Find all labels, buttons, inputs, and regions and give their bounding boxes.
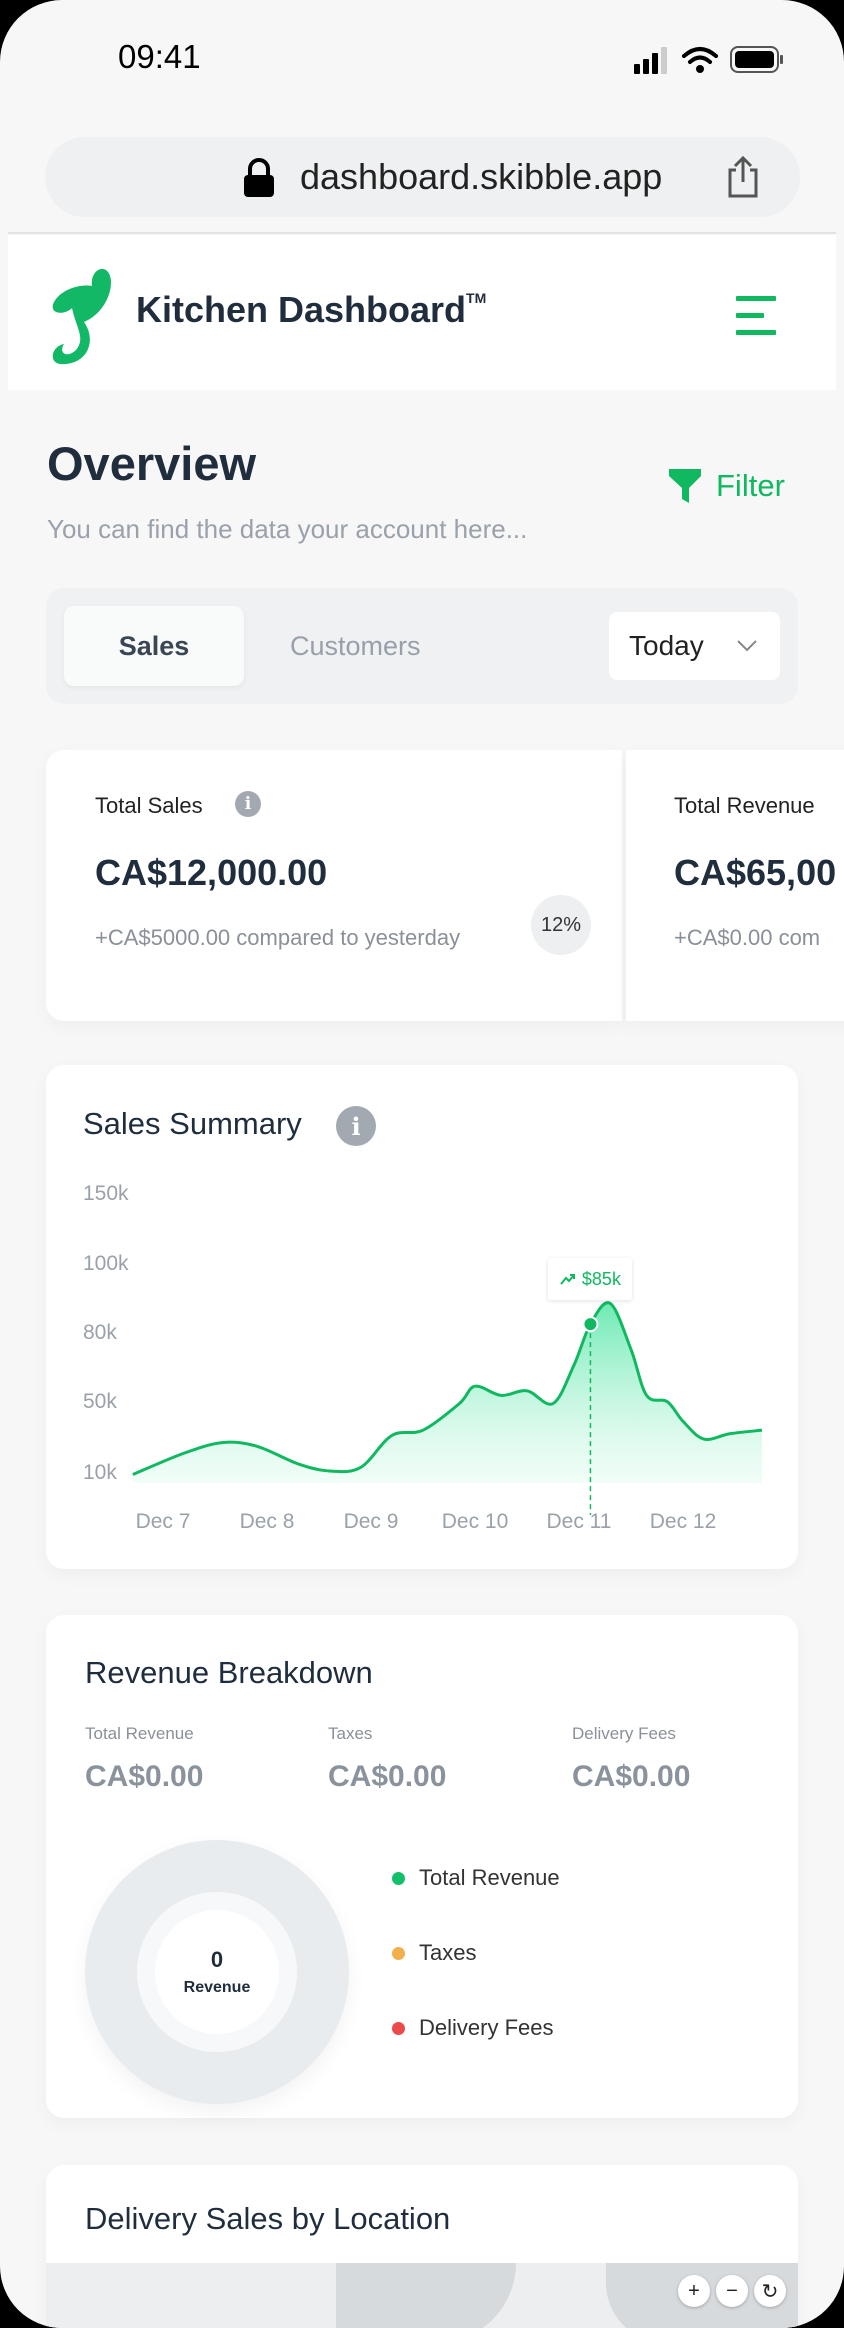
revenue-breakdown-card: Revenue Breakdown Total Revenue CA$0.00 … (46, 1615, 798, 2118)
url-text[interactable]: dashboard.skibble.app (300, 156, 663, 197)
legend-dot (392, 1871, 405, 1885)
metric-value: CA$0.00 (85, 1760, 204, 1793)
share-icon[interactable] (726, 156, 760, 198)
location-map[interactable]: + − ↻ (46, 2263, 798, 2328)
funnel-icon (669, 469, 701, 503)
x-tick-label: Dec 11 (547, 1510, 612, 1533)
tab-bar: Sales Customers Today (46, 588, 798, 704)
donut-center: 0 Revenue (155, 1910, 279, 2034)
tab-customers[interactable]: Customers (290, 630, 421, 661)
card-title: Sales Summary (83, 1106, 302, 1141)
stat-label: Total Sales (95, 793, 203, 818)
tooltip-value: $85k (581, 1268, 621, 1289)
reset-map-button[interactable]: ↻ (754, 2275, 786, 2307)
period-value: Today (629, 630, 704, 661)
y-tick-label: 100k (83, 1252, 129, 1275)
stat-card-total-revenue: Total Revenue CA$65,00 +CA$0.00 com (626, 750, 844, 1021)
card-title: Revenue Breakdown (85, 1655, 373, 1690)
x-tick-label: Dec 7 (136, 1510, 191, 1533)
skibble-logo-icon (52, 268, 111, 365)
tab-sales[interactable]: Sales (64, 606, 244, 686)
legend-dot (392, 1946, 405, 1960)
app-title-text: Kitchen Dashboard (136, 289, 467, 330)
page-subtitle: You can find the data your account here.… (47, 514, 528, 544)
metric-value: CA$0.00 (328, 1760, 447, 1793)
donut-label: Revenue (183, 1979, 251, 1996)
stat-value: CA$12,000.00 (95, 852, 328, 893)
status-time: 09:41 (118, 38, 201, 75)
stat-label: Total Revenue (674, 793, 815, 818)
area-fill (132, 1302, 763, 1483)
legend-item: Total Revenue (392, 1865, 560, 1891)
filter-label: Filter (716, 468, 785, 503)
filter-button[interactable]: Filter (668, 468, 785, 504)
trending-up-icon (560, 1274, 575, 1285)
wifi-icon (682, 47, 718, 64)
highlight-point (582, 1316, 599, 1333)
page-title: Overview (47, 437, 257, 490)
chart-tooltip: $85k (548, 1258, 633, 1301)
address-bar[interactable] (45, 137, 800, 217)
legend-dot (392, 2021, 405, 2035)
stat-comparison: +CA$5000.00 compared to yesterday (95, 925, 461, 950)
stat-comparison: +CA$0.00 com (674, 925, 821, 950)
sales-area-chart: 10k 50k 80k 100k 150k Dec 7 Dec 8 Dec 9 Dec 10 De… (83, 1182, 763, 1533)
stat-card-total-sales: Total Sales i CA$12,000.00 +CA$5000.00 c… (46, 750, 622, 1021)
app-header (8, 235, 836, 390)
app-title: Kitchen DashboardTM (136, 289, 486, 331)
percent-badge: 12% (531, 895, 591, 955)
divider (8, 232, 836, 234)
x-tick-label: Dec 9 (344, 1510, 399, 1533)
x-tick-label: Dec 12 (650, 1510, 717, 1533)
zoom-out-button[interactable]: − (716, 2275, 748, 2307)
hamburger-menu-icon[interactable] (736, 296, 780, 336)
legend-label: Delivery Fees (419, 2015, 554, 2040)
y-tick-label: 50k (83, 1390, 117, 1413)
metric-label: Taxes (328, 1724, 373, 1743)
metric-value: CA$0.00 (572, 1760, 691, 1793)
x-tick-label: Dec 8 (240, 1510, 295, 1533)
chevron-down-icon (737, 640, 757, 652)
series-line (132, 1301, 763, 1476)
period-select[interactable]: Today (609, 612, 780, 680)
stat-value: CA$65,00 (674, 852, 837, 893)
map-water (336, 2263, 516, 2328)
sales-summary-card: Sales Summary i 10k 50k 80k 100k 150k Dec 7 De… (46, 1065, 798, 1569)
lock-icon (244, 158, 274, 197)
metric-label: Delivery Fees (572, 1724, 676, 1743)
y-tick-label: 150k (83, 1182, 129, 1205)
zoom-in-button[interactable]: + (678, 2275, 710, 2307)
x-tick-label: Dec 10 (442, 1510, 509, 1533)
legend-item: Taxes (392, 1940, 476, 1966)
legend-label: Taxes (419, 1940, 477, 1965)
legend-label: Total Revenue (419, 1865, 560, 1890)
metric-label: Total Revenue (85, 1724, 194, 1743)
donut-value: 0 (210, 1947, 224, 1972)
battery-icon (730, 46, 783, 73)
y-tick-label: 80k (83, 1321, 117, 1344)
trademark: TM (466, 290, 487, 306)
cellular-signal-icon (634, 47, 667, 74)
card-title: Delivery Sales by Location (85, 2201, 451, 2236)
info-icon[interactable]: i (336, 1106, 376, 1146)
legend-item: Delivery Fees (392, 2015, 553, 2041)
y-tick-label: 10k (83, 1461, 117, 1484)
status-icons (634, 46, 783, 74)
info-icon[interactable]: i (235, 791, 261, 817)
wifi-dot (696, 65, 704, 73)
